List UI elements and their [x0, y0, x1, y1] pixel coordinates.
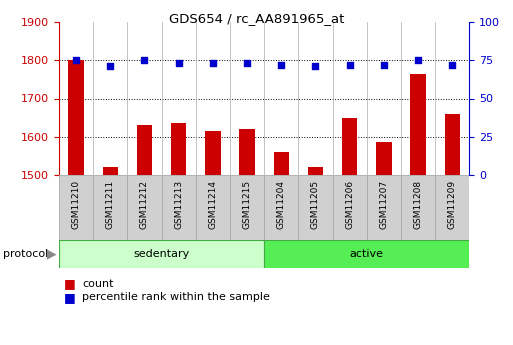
- Bar: [171, 124, 186, 175]
- Bar: [264, 175, 299, 240]
- Text: GSM11208: GSM11208: [413, 180, 423, 229]
- Bar: [332, 175, 367, 240]
- Bar: [240, 129, 255, 175]
- Bar: [401, 175, 435, 240]
- Text: GSM11204: GSM11204: [277, 180, 286, 229]
- Text: active: active: [350, 249, 384, 259]
- Point: [380, 62, 388, 68]
- Bar: [137, 125, 152, 175]
- Bar: [367, 175, 401, 240]
- Bar: [342, 118, 358, 175]
- Text: protocol: protocol: [3, 249, 48, 259]
- Text: GSM11213: GSM11213: [174, 180, 183, 229]
- Text: ▶: ▶: [47, 247, 56, 260]
- Bar: [68, 60, 84, 175]
- Bar: [205, 131, 221, 175]
- Text: GSM11214: GSM11214: [208, 180, 218, 229]
- Bar: [299, 175, 332, 240]
- Bar: [127, 175, 162, 240]
- Point: [141, 58, 149, 63]
- Bar: [410, 73, 426, 175]
- Text: percentile rank within the sample: percentile rank within the sample: [82, 292, 270, 302]
- Bar: [273, 152, 289, 175]
- Bar: [162, 175, 196, 240]
- Text: GSM11210: GSM11210: [72, 180, 81, 229]
- Text: GSM11209: GSM11209: [448, 180, 457, 229]
- Point: [277, 62, 285, 68]
- Point: [106, 63, 114, 69]
- Bar: [308, 167, 323, 175]
- Text: ■: ■: [64, 291, 76, 304]
- Text: GSM11205: GSM11205: [311, 180, 320, 229]
- Bar: [435, 175, 469, 240]
- Text: GSM11215: GSM11215: [243, 180, 251, 229]
- Point: [209, 61, 217, 66]
- Bar: [59, 240, 264, 268]
- Bar: [103, 167, 118, 175]
- Text: GSM11207: GSM11207: [380, 180, 388, 229]
- Text: GSM11211: GSM11211: [106, 180, 115, 229]
- Bar: [59, 175, 93, 240]
- Point: [243, 61, 251, 66]
- Bar: [93, 175, 127, 240]
- Bar: [196, 175, 230, 240]
- Text: ■: ■: [64, 277, 76, 290]
- Point: [174, 61, 183, 66]
- Text: GDS654 / rc_AA891965_at: GDS654 / rc_AA891965_at: [169, 12, 344, 25]
- Bar: [264, 240, 469, 268]
- Bar: [230, 175, 264, 240]
- Point: [72, 58, 80, 63]
- Text: count: count: [82, 278, 113, 288]
- Bar: [445, 114, 460, 175]
- Point: [448, 62, 457, 68]
- Point: [311, 63, 320, 69]
- Text: GSM11212: GSM11212: [140, 180, 149, 229]
- Bar: [376, 142, 391, 175]
- Text: sedentary: sedentary: [133, 249, 190, 259]
- Text: GSM11206: GSM11206: [345, 180, 354, 229]
- Point: [414, 58, 422, 63]
- Point: [346, 62, 354, 68]
